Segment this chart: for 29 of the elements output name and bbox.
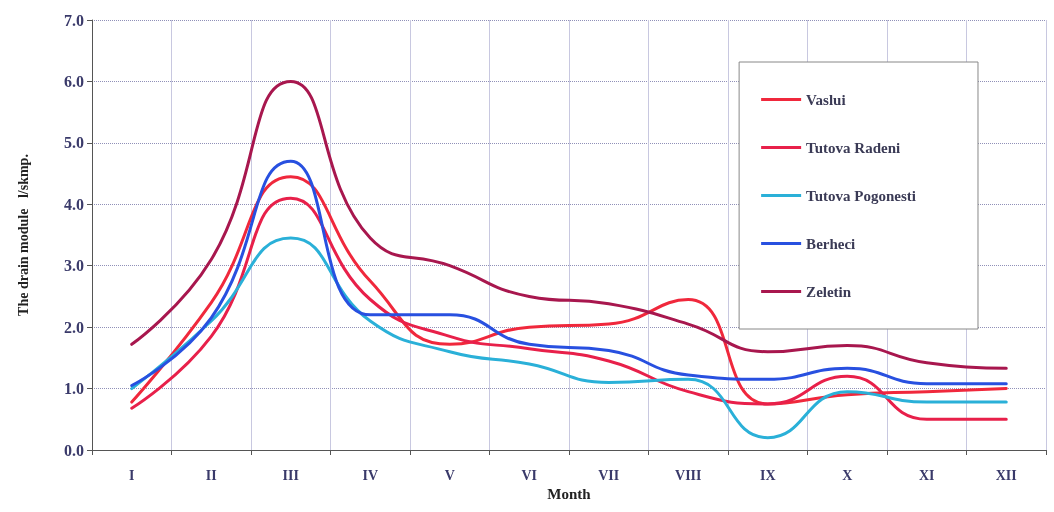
line-series	[130, 79, 1008, 370]
y-tick-label: 6.0	[64, 72, 84, 90]
x-axis-title: Month	[547, 486, 592, 503]
y-tick-label: 4.0	[64, 195, 84, 213]
y-axis-title: The drain module l/skmp.	[15, 154, 31, 316]
x-tick-label: XII	[995, 467, 1017, 483]
y-tick-label: 3.0	[64, 257, 84, 275]
x-tick-label: VII	[598, 467, 620, 483]
x-tick-label: III	[282, 467, 299, 483]
y-tick-label: 5.0	[64, 134, 84, 152]
x-tick-label: IX	[759, 467, 776, 483]
x-tick-label: V	[444, 467, 455, 483]
y-tick-label: 0.0	[64, 441, 84, 459]
x-tick-label: I	[129, 467, 135, 483]
legend-label: Vaslui	[806, 91, 846, 108]
legend-label: Tutova Pogonesti	[806, 187, 917, 204]
legend-label: Tutova Radeni	[806, 139, 901, 156]
x-tick-label: VI	[521, 467, 538, 483]
x-tick-label: IV	[362, 467, 379, 483]
legend-label: Zeletin	[806, 283, 852, 300]
line-series	[130, 236, 1008, 440]
x-tick-label: II	[205, 467, 217, 483]
x-tick-label: X	[842, 467, 853, 483]
y-tick-label: 7.0	[64, 11, 84, 29]
y-tick-label: 1.0	[64, 380, 84, 398]
x-tick-label: XI	[918, 467, 935, 483]
legend-label: Berheci	[806, 235, 856, 252]
y-tick-label: 2.0	[64, 318, 84, 336]
x-tick-label: VIII	[675, 467, 702, 483]
